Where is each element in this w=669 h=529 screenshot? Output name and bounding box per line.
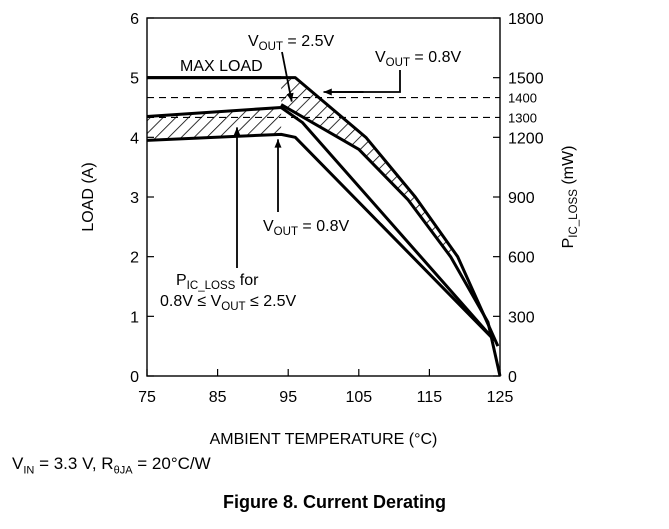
y2-axis-title: PIC_LOSS (mW) <box>560 146 580 249</box>
x-tick-label: 85 <box>209 389 227 406</box>
y2-tick-label: 0 <box>508 369 517 386</box>
series-line <box>146 132 496 342</box>
series-line <box>146 106 496 342</box>
y-tick-label: 2 <box>130 250 139 267</box>
x-tick-label: 105 <box>345 389 372 406</box>
y2-extra-tick-label: 1400 <box>508 91 537 106</box>
x-tick-label: 125 <box>487 389 514 406</box>
ploss-range-label: 0.8V ≤ VOUT ≤ 2.5V <box>160 293 296 313</box>
vout-0p8-mid-arrow-head <box>274 139 282 148</box>
max-load-label: MAX LOAD <box>180 58 263 75</box>
series-line <box>280 103 502 377</box>
vout-0p8-top-label: VOUT = 0.8V <box>375 49 461 69</box>
y-axis-title: LOAD (A) <box>80 162 97 231</box>
rthja-subscript: θJA <box>113 464 133 477</box>
y-tick-label: 4 <box>130 130 139 147</box>
vout-0p8-top-arrow-head <box>323 88 332 96</box>
y2-tick-label: 1200 <box>508 130 544 147</box>
rthja-value: = 20°C/W <box>132 454 211 473</box>
figure-caption: Figure 8. Current Derating <box>222 492 447 512</box>
y-tick-label: 0 <box>130 369 139 386</box>
current-derating-chart: AMBIENT TEMPERATURE (°C) LOAD (A) PIC_LOSS… <box>80 11 580 448</box>
y2-extra-tick-label: 1300 <box>508 110 537 125</box>
y2-tick-label: 1500 <box>508 71 544 88</box>
x-tick-label: 95 <box>279 389 297 406</box>
vout-range-hatch-upper <box>281 77 458 257</box>
y-tick-label: 1 <box>130 309 139 326</box>
ploss-label: PIC_LOSS for <box>176 272 259 292</box>
x-tick-label: 75 <box>138 389 156 406</box>
y-tick-label: 5 <box>130 71 139 88</box>
ploss-arrow-head <box>233 127 241 136</box>
vout-2p5-arrow <box>281 51 293 102</box>
y2-tick-label: 600 <box>508 250 535 267</box>
y2-tick-label: 900 <box>508 190 535 207</box>
y-tick-label: 6 <box>130 11 139 28</box>
vin-value: = 3.3 V, R <box>34 454 114 473</box>
y-tick-label: 3 <box>130 190 139 207</box>
vout-2p5-label: VOUT = 2.5V <box>248 33 334 53</box>
x-axis-title: AMBIENT TEMPERATURE (°C) <box>210 431 438 448</box>
series-line <box>147 76 500 347</box>
vout-0p8-mid-label: VOUT = 0.8V <box>263 218 349 238</box>
y2-tick-label: 1800 <box>508 11 544 28</box>
vin-subscript: IN <box>23 464 35 477</box>
vin-symbol: V <box>12 454 24 473</box>
test-conditions: VIN = 3.3 V, RθJA = 20°C/W <box>12 454 211 476</box>
y2-tick-label: 300 <box>508 309 535 326</box>
vout-2p5-arrow-head <box>286 92 294 102</box>
x-tick-label: 115 <box>417 389 443 406</box>
vout-0p8-top-leader <box>331 70 401 93</box>
